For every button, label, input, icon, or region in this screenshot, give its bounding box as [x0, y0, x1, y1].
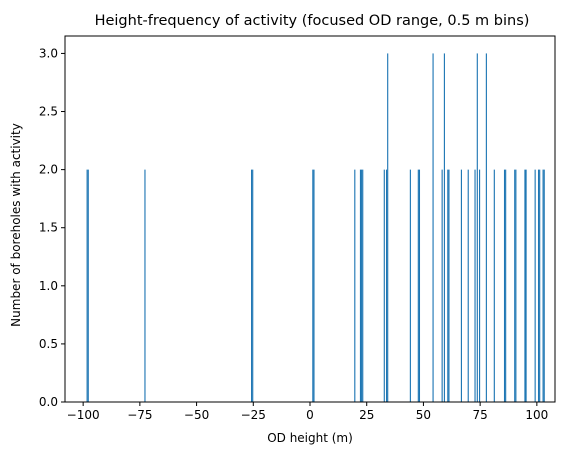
histogram-bar [542, 169, 544, 402]
histogram-bar [467, 169, 469, 402]
histogram-bar [359, 169, 362, 402]
histogram-bar [385, 169, 388, 402]
y-tick-label: 0.5 [39, 337, 58, 351]
axes-layer [64, 35, 556, 403]
histogram-bar [354, 169, 356, 402]
histogram-bar [313, 169, 315, 402]
x-tick-label: 0 [306, 408, 314, 422]
chart-title: Height-frequency of activity (focused OD… [95, 13, 530, 29]
histogram-bar [447, 169, 449, 402]
histogram-bar [493, 169, 495, 402]
histogram-bar [418, 169, 421, 402]
histogram-bar [361, 169, 363, 402]
y-tick-label: 1.5 [39, 221, 58, 235]
x-tick-label: 100 [525, 408, 548, 422]
histogram-bar [524, 169, 526, 402]
histogram-bar [362, 169, 364, 402]
histogram-bar [144, 169, 146, 402]
y-tick-label: 2.0 [39, 163, 58, 177]
histogram-bar [514, 169, 516, 402]
histogram-bar [476, 53, 478, 403]
histogram-bar [417, 169, 419, 402]
histogram-bar [460, 169, 462, 402]
histogram-bar [505, 169, 507, 402]
histogram-bar [441, 169, 443, 402]
y-axis-label: Number of boreholes with activity [9, 123, 23, 327]
histogram-bar [515, 169, 517, 402]
y-tick-label: 0.0 [39, 395, 58, 409]
histogram-bar [443, 53, 445, 403]
histogram-bar [534, 169, 536, 402]
histogram-bar [503, 169, 506, 402]
histogram-bar [539, 169, 541, 402]
histogram-bar [543, 169, 545, 402]
x-axis-label: OD height (m) [267, 431, 353, 445]
plot-frame [64, 35, 556, 403]
histogram-bar [387, 53, 389, 403]
y-tick-label: 1.0 [39, 279, 58, 293]
histogram-bar [485, 53, 487, 403]
x-tick-label: −100 [67, 408, 100, 422]
x-tick-label: 50 [416, 408, 431, 422]
histogram-bar [383, 169, 385, 402]
ticks-layer: −100 −75 −50 −25 0 25 50 75 100 0.0 0.5 1.0 1.5 2.0 2.… [39, 46, 548, 422]
histogram-bar [448, 169, 450, 402]
histogram-bar [409, 169, 411, 402]
bars-layer [86, 53, 545, 403]
histogram-bar [251, 169, 253, 402]
x-tick-label: −75 [127, 408, 152, 422]
x-tick-label: 25 [359, 408, 374, 422]
x-tick-label: 75 [472, 408, 487, 422]
histogram-bar [525, 169, 527, 402]
y-tick-label: 3.0 [39, 46, 58, 60]
histogram-bar [432, 53, 434, 403]
histogram-bar [537, 169, 540, 402]
histogram-bar [86, 169, 88, 402]
x-tick-label: −25 [241, 408, 266, 422]
histogram-bar [252, 169, 254, 402]
histogram-bar [312, 169, 314, 402]
x-tick-label: −50 [184, 408, 209, 422]
histogram-bar [87, 169, 89, 402]
y-tick-label: 2.5 [39, 105, 58, 119]
histogram-bar [474, 169, 476, 402]
histogram-bar [479, 169, 481, 402]
